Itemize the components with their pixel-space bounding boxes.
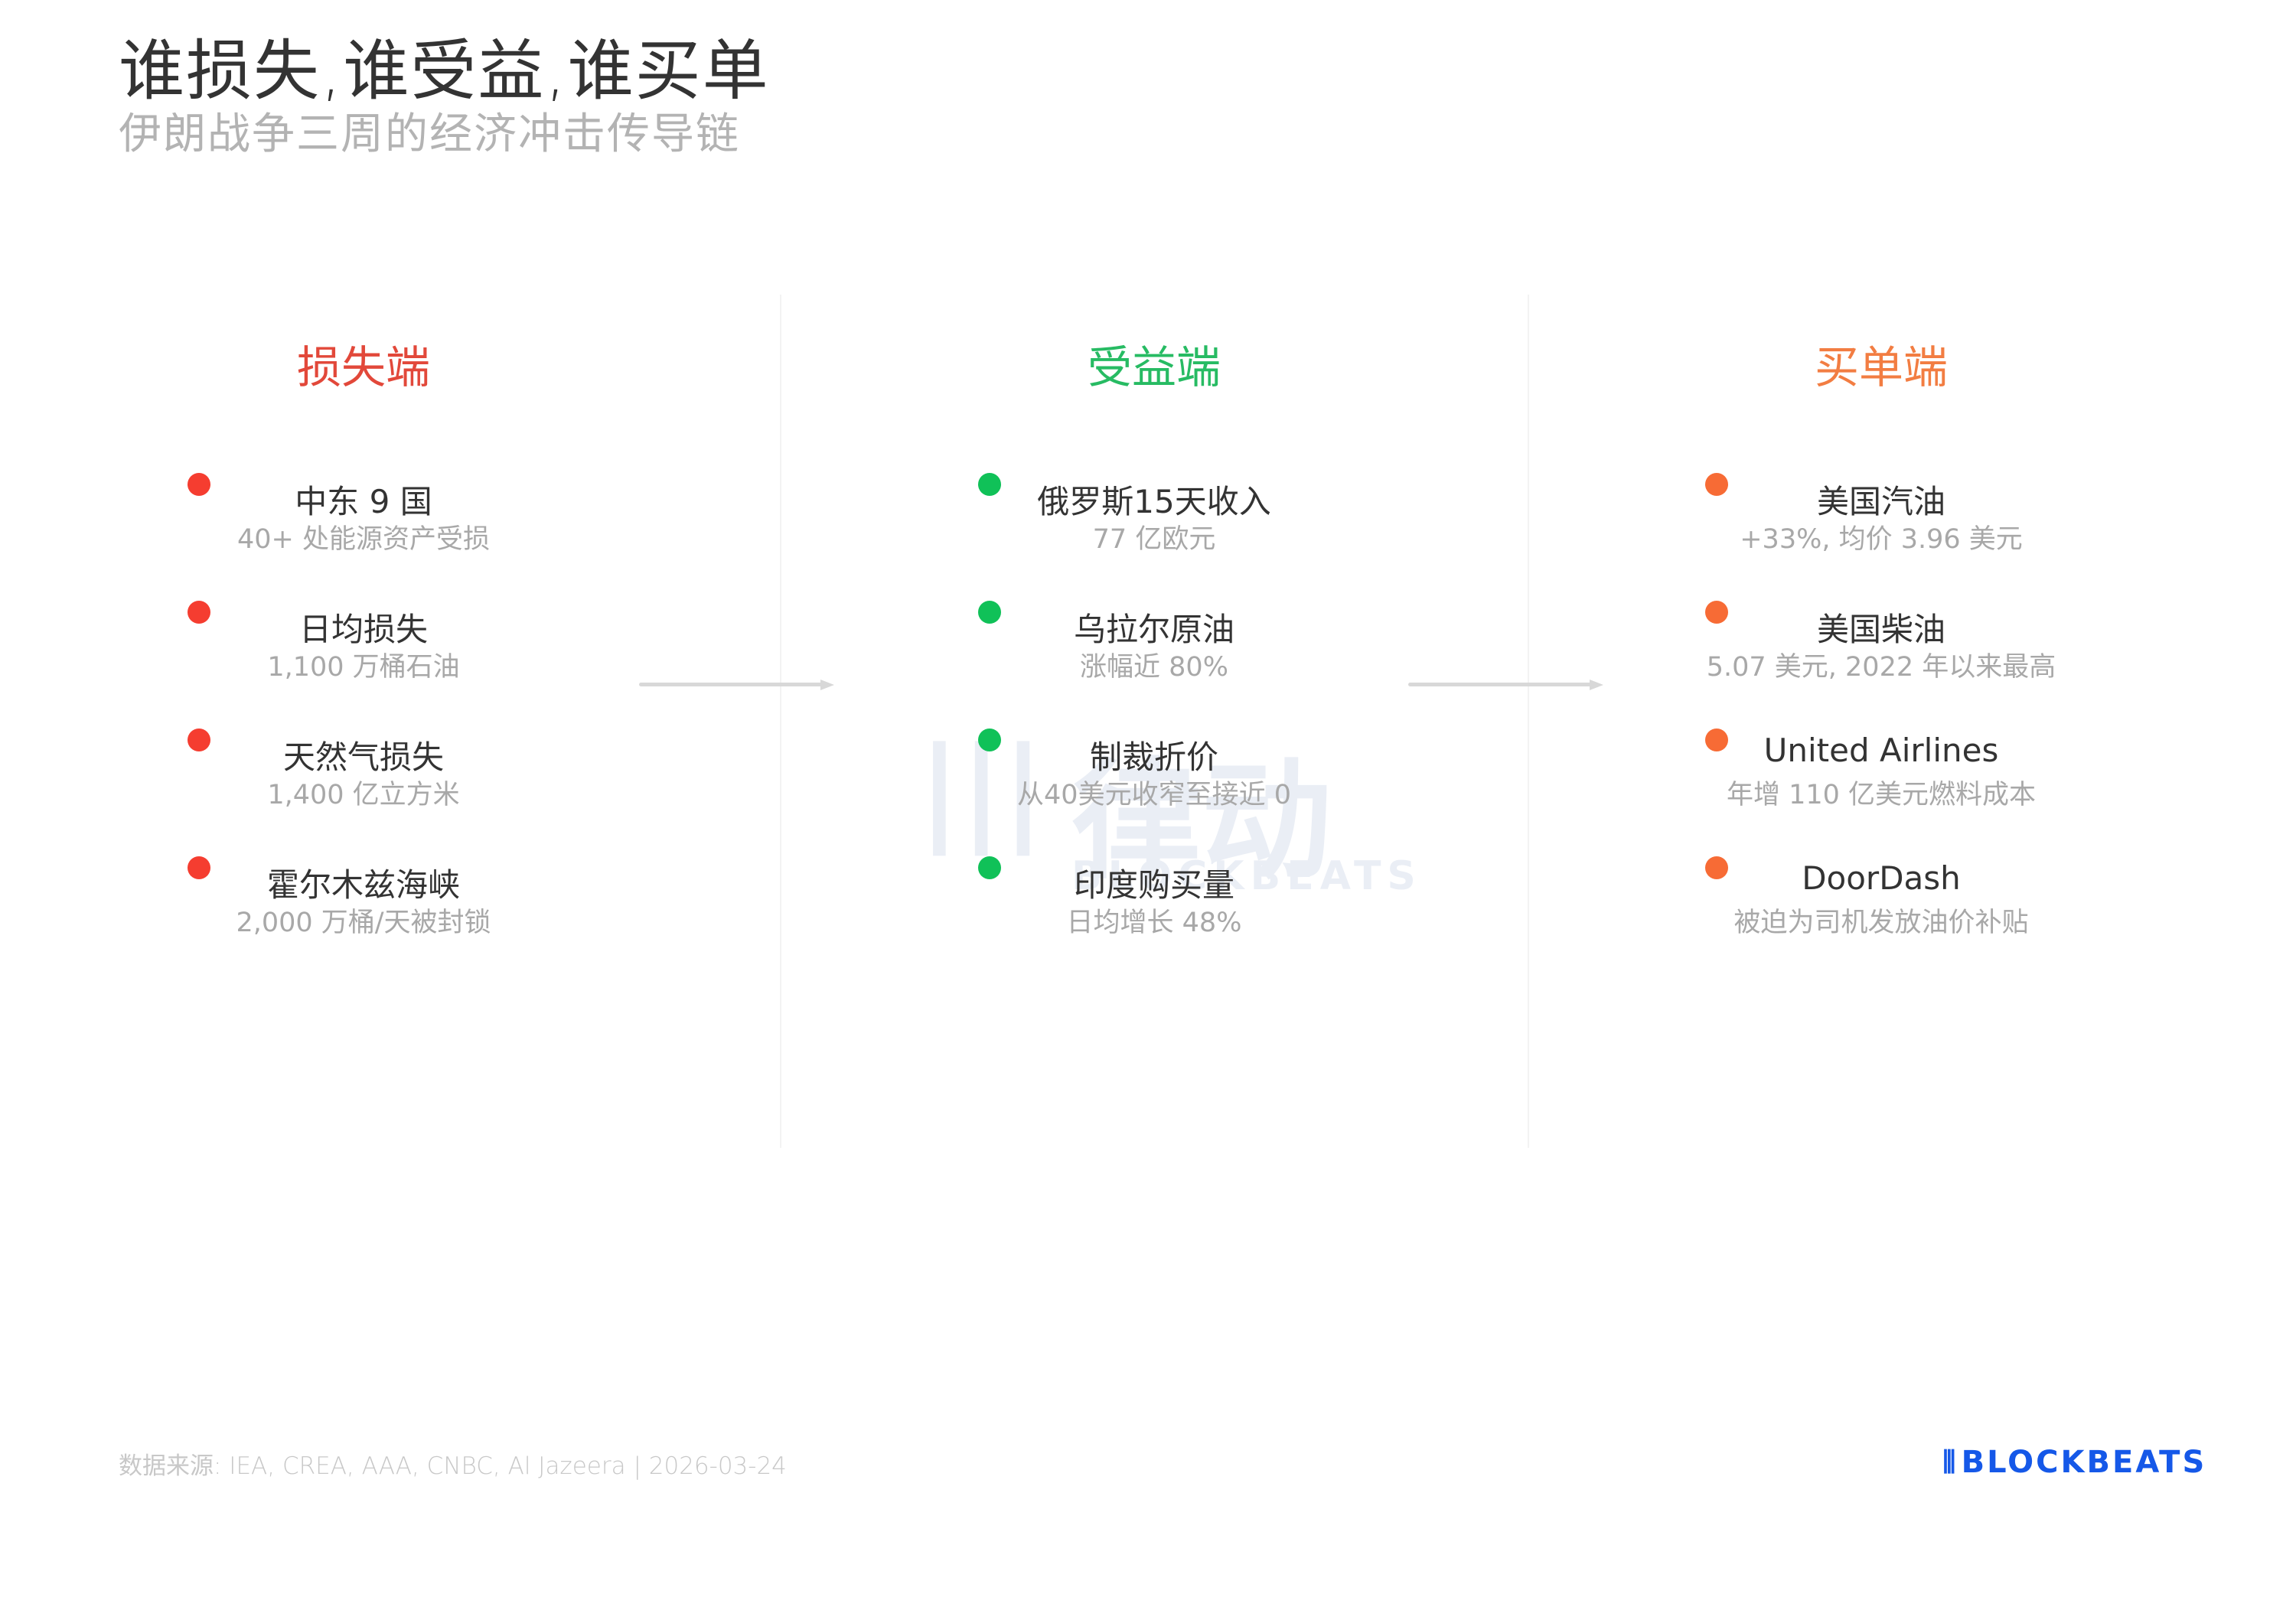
item-detail: 1,100 万桶石油 <box>267 652 460 683</box>
list-item: 美国汽油 +33%, 均价 3.96 美元 <box>1537 467 2226 595</box>
column-benefit: 受益端 俄罗斯15天收入 77 亿欧元 乌拉尔原油 涨幅近 80% 制裁折价 从40美元收窄… <box>810 337 1499 938</box>
item-title: 印度购买量 <box>1073 866 1234 904</box>
item-title: DoorDash <box>1802 859 1961 897</box>
list-item: 乌拉尔原油涨幅近 80% <box>810 595 1499 722</box>
bullet-dot-icon <box>1705 856 1728 879</box>
column-divider <box>780 295 781 1148</box>
column-heading: 买单端 <box>1814 341 1948 393</box>
bullet-dot-icon <box>1705 473 1728 496</box>
bullet-dot-icon <box>188 601 210 624</box>
arrow-right-icon <box>1408 680 1603 690</box>
item-title: 天然气损失 <box>282 738 444 776</box>
bullet-dot-icon <box>188 856 210 879</box>
column-loss: 损失端中东 9 国 40+ 处能源资产受损日均损失 1,100 万桶石油天然气损失 1… <box>19 337 708 938</box>
bullet-dot-icon <box>1705 729 1728 751</box>
item-title: 俄罗斯15天收入 <box>1037 483 1271 520</box>
data-source-footer: 数据来源: IEA, CREA, AAA, CNBC, Al Jazeera |… <box>119 1452 787 1480</box>
item-detail: 涨幅近 80% <box>1080 652 1228 683</box>
item-detail: 年增 110 亿美元燃料成本 <box>1726 780 2037 810</box>
list-item: 日均损失 1,100 万桶石油 <box>19 595 708 722</box>
list-item: 俄罗斯15天收入 77 亿欧元 <box>810 467 1499 595</box>
item-title: 制裁折价 <box>1089 738 1218 776</box>
item-title: 霍尔木兹海峡 <box>266 866 460 904</box>
item-detail: 40+ 处能源资产受损 <box>237 524 490 555</box>
list-item: 美国柴油 5.07 美元, 2022 年以来最高 <box>1537 595 2226 722</box>
item-title: 美国柴油 <box>1816 611 1945 648</box>
arrow-right-icon <box>639 680 834 690</box>
bullet-dot-icon <box>978 473 1001 496</box>
page-subtitle: 伊朗战争三周的经济冲击传导链 <box>119 109 740 159</box>
item-title: 美国汽油 <box>1816 483 1945 520</box>
list-item: 中东 9 国 40+ 处能源资产受损 <box>19 467 708 595</box>
logo-text: BLOCKBEATS <box>1961 1445 2207 1480</box>
column-heading: 损失端 <box>296 341 430 393</box>
item-detail: 被迫为司机发放油价补贴 <box>1733 908 2029 938</box>
column-payer: 买单端美国汽油 +33%, 均价 3.96 美元美国柴油 5.07 美元, 2022… <box>1537 337 2226 938</box>
list-item: DoorDash 被迫为司机发放油价补贴 <box>1537 850 2226 978</box>
item-detail: 从40美元收窄至接近 0 <box>1017 780 1291 810</box>
item-detail: 5.07 美元, 2022 年以来最高 <box>1706 652 2056 683</box>
page-title: 谁损失,谁受益,谁买单 <box>119 33 770 109</box>
blockbeats-logo: ⦀ BLOCKBEATS <box>1942 1445 2206 1480</box>
bullet-dot-icon <box>188 473 210 496</box>
list-item: 制裁折价从40美元收窄至接近 0 <box>810 722 1499 850</box>
item-detail: 2,000 万桶/天被封锁 <box>236 908 491 938</box>
item-title: 乌拉尔原油 <box>1073 611 1234 648</box>
list-item: United Airlines 年增 110 亿美元燃料成本 <box>1537 722 2226 850</box>
bullet-dot-icon <box>978 729 1001 751</box>
item-detail: 日均增长 48% <box>1066 908 1242 938</box>
item-detail: +33%, 均价 3.96 美元 <box>1740 524 2023 555</box>
item-detail: 1,400 亿立方米 <box>267 780 460 810</box>
list-item: 霍尔木兹海峡 2,000 万桶/天被封锁 <box>19 850 708 978</box>
list-item: 天然气损失 1,400 亿立方米 <box>19 722 708 850</box>
list-item: 印度购买量日均增长 48% <box>810 850 1499 978</box>
item-title: United Airlines <box>1763 732 1999 769</box>
logo-bars-icon: ⦀ <box>1942 1445 1958 1480</box>
item-detail: 77 亿欧元 <box>1092 524 1216 555</box>
item-title: 日均损失 <box>298 611 428 648</box>
item-title: 中东 9 国 <box>295 483 432 520</box>
bullet-dot-icon <box>978 856 1001 879</box>
bullet-dot-icon <box>188 729 210 751</box>
bullet-dot-icon <box>978 601 1001 624</box>
column-heading: 受益端 <box>1087 341 1221 393</box>
bullet-dot-icon <box>1705 601 1728 624</box>
column-divider <box>1528 295 1529 1148</box>
